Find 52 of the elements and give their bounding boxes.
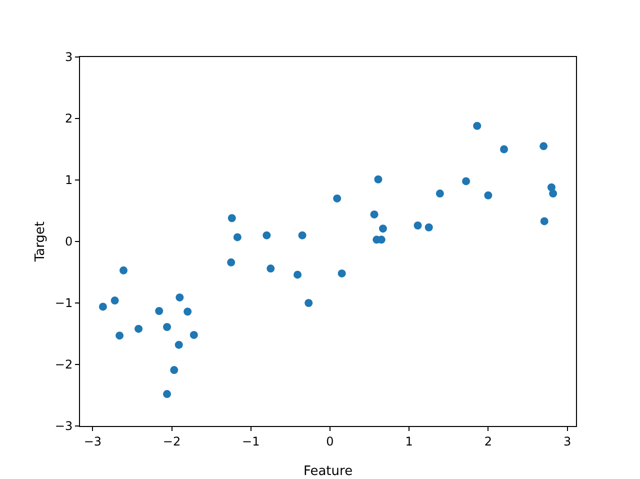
point	[116, 332, 124, 340]
y-axis-title: Target	[33, 221, 48, 263]
point	[424, 223, 433, 232]
point	[227, 258, 236, 266]
point	[176, 293, 184, 302]
point	[262, 231, 271, 240]
x-axis-title: Feature	[303, 464, 353, 479]
point	[436, 190, 444, 198]
point	[294, 270, 302, 279]
point	[298, 231, 306, 240]
point	[266, 264, 275, 273]
point	[500, 145, 508, 154]
point	[170, 366, 178, 374]
point	[462, 177, 470, 186]
point	[184, 308, 192, 316]
point	[120, 266, 128, 274]
point	[228, 214, 236, 222]
point	[155, 307, 164, 315]
point	[174, 340, 183, 349]
point	[374, 175, 382, 184]
point	[190, 330, 198, 339]
point	[338, 269, 346, 278]
y-tick-label: −3	[54, 419, 73, 434]
x-tick-label: −1	[242, 434, 260, 448]
point	[134, 324, 143, 333]
y-tick-label: 0	[64, 234, 73, 249]
x-tick-label: 3	[563, 434, 572, 448]
y-tick-label: 2	[64, 112, 73, 126]
point	[549, 190, 558, 198]
y-tick-label: −2	[54, 358, 73, 372]
x-tick-label: −3	[84, 434, 102, 448]
point	[370, 210, 378, 218]
y-tick-label: 3	[64, 50, 73, 64]
point	[163, 390, 172, 398]
point	[110, 296, 119, 305]
point	[540, 217, 548, 226]
x-tick-label: 0	[326, 434, 334, 448]
point	[163, 322, 172, 331]
x-tick-label: 2	[484, 434, 492, 448]
y-tick-label: −1	[54, 296, 73, 310]
point	[378, 224, 387, 233]
point	[473, 122, 482, 130]
x-tick-label: 1	[405, 434, 413, 448]
y-tick-label: 1	[64, 173, 73, 188]
point	[98, 302, 107, 311]
x-tick-label: −2	[162, 434, 181, 448]
point	[304, 299, 313, 307]
point	[233, 233, 242, 242]
point	[484, 191, 492, 200]
point	[414, 222, 422, 230]
point	[333, 194, 342, 202]
point	[540, 142, 548, 150]
